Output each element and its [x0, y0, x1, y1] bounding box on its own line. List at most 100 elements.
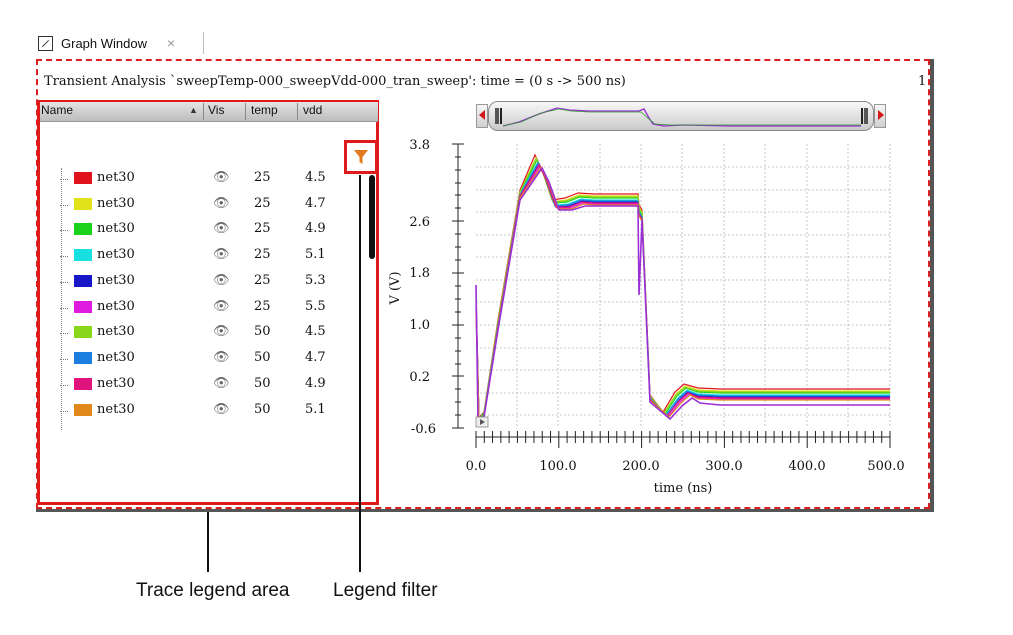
column-vis[interactable]: Vis [208, 103, 225, 117]
trace-temp: 25 [254, 196, 271, 211]
trace-vdd: 4.7 [305, 350, 326, 365]
tab-label: Graph Window [61, 35, 147, 51]
trace-name: net30 [97, 273, 135, 288]
trace-vdd: 4.7 [305, 196, 326, 211]
legend-row[interactable]: net30 👁 25 4.9 [60, 219, 360, 241]
arrow-right-icon [878, 110, 884, 120]
trace-color-swatch[interactable] [74, 223, 92, 235]
tab-separator [203, 32, 204, 54]
column-vdd[interactable]: vdd [303, 103, 323, 117]
legend-row[interactable]: net30 👁 25 5.3 [60, 271, 360, 293]
trace-vdd: 4.9 [305, 376, 326, 391]
tree-line [61, 168, 62, 430]
x-tick-label: 300.0 [705, 459, 742, 474]
trace-temp: 25 [254, 247, 271, 262]
legend-row[interactable]: net30 👁 50 4.5 [60, 322, 360, 344]
legend-row[interactable]: net30 👁 25 5.1 [60, 245, 360, 267]
trace-color-swatch[interactable] [74, 378, 92, 390]
scrub-handle-left [500, 108, 502, 124]
trace-vdd: 4.9 [305, 221, 326, 236]
eye-icon[interactable]: 👁 [213, 246, 230, 261]
trace-vdd: 5.3 [305, 273, 326, 288]
eye-icon[interactable]: 👁 [213, 169, 230, 184]
scrub-handle-right [864, 108, 868, 124]
sort-ascending-icon[interactable]: ▲ [189, 105, 198, 115]
trace-temp: 25 [254, 299, 271, 314]
legend-row[interactable]: net30 👁 25 5.5 [60, 297, 360, 319]
trace-temp: 50 [254, 324, 271, 339]
trace-temp: 50 [254, 376, 271, 391]
trace-color-swatch[interactable] [74, 352, 92, 364]
trace-color-swatch[interactable] [74, 275, 92, 287]
tree-connector [60, 308, 68, 309]
eye-icon[interactable]: 👁 [213, 323, 230, 338]
scrub-preview [495, 107, 868, 127]
legend-row[interactable]: net30 👁 50 4.7 [60, 348, 360, 370]
callout-legend-area: Trace legend area [136, 580, 290, 601]
trace-color-swatch[interactable] [74, 404, 92, 416]
legend-filter-button[interactable] [344, 140, 378, 174]
eye-icon[interactable]: 👁 [213, 375, 230, 390]
tree-connector [60, 282, 68, 283]
column-temp[interactable]: temp [251, 103, 278, 117]
legend-row[interactable]: net30 👁 50 4.9 [60, 374, 360, 396]
time-scrub-bar[interactable] [488, 101, 874, 131]
graph-window-tab[interactable]: Graph Window × [32, 28, 175, 58]
trace-color-swatch[interactable] [74, 301, 92, 313]
arrow-left-icon [479, 110, 485, 120]
close-icon[interactable]: × [166, 35, 176, 51]
window-page-number: 1 [918, 74, 927, 89]
waveform-traces [475, 153, 890, 424]
eye-icon[interactable]: 👁 [213, 298, 230, 313]
trace-name: net30 [97, 402, 135, 417]
trace-name: net30 [97, 247, 135, 262]
scrub-right-button[interactable] [874, 104, 886, 128]
eye-icon[interactable]: 👁 [213, 349, 230, 364]
tree-connector [60, 205, 68, 206]
waveform-plot[interactable]: 3.8 2.6 1.8 1.0 0.2 -0.6 V (V) 0.0 100.0… [380, 130, 925, 505]
trace-name: net30 [97, 324, 135, 339]
y-tick-label: -0.6 [411, 422, 436, 437]
scrub-left-button[interactable] [476, 104, 488, 128]
scrub-handle-right [861, 108, 863, 124]
trace-name: net30 [97, 196, 135, 211]
trace-vdd: 5.1 [305, 247, 326, 262]
y-tick-label: 2.6 [409, 215, 430, 230]
legend-row[interactable]: net30 👁 50 5.1 [60, 400, 360, 422]
trace-net30 [475, 166, 890, 424]
tree-connector [60, 385, 68, 386]
trace-name: net30 [97, 376, 135, 391]
eye-icon[interactable]: 👁 [213, 220, 230, 235]
column-name[interactable]: Name [41, 103, 74, 117]
trace-vdd: 5.5 [305, 299, 326, 314]
legend-row[interactable]: net30 👁 25 4.5 [60, 168, 360, 190]
trace-color-swatch[interactable] [74, 249, 92, 261]
trace-temp: 25 [254, 170, 271, 185]
eye-icon[interactable]: 👁 [213, 401, 230, 416]
legend-scrollbar[interactable] [369, 175, 375, 259]
play-icon [480, 419, 485, 425]
y-tick-label: 3.8 [409, 138, 430, 153]
trace-color-swatch[interactable] [74, 198, 92, 210]
tree-connector [60, 230, 68, 231]
trace-temp: 25 [254, 273, 271, 288]
window-edge-right [930, 59, 934, 512]
trace-temp: 50 [254, 402, 271, 417]
trace-color-swatch[interactable] [74, 326, 92, 338]
trace-vdd: 4.5 [305, 324, 326, 339]
y-tick-label: 0.2 [409, 370, 430, 385]
plot-area [476, 144, 890, 428]
eye-icon[interactable]: 👁 [213, 195, 230, 210]
trace-legend-area [37, 100, 379, 505]
x-tick-label: 100.0 [539, 459, 576, 474]
plot-grid [476, 144, 891, 428]
y-axis-label: V (V) [388, 271, 403, 305]
eye-icon[interactable]: 👁 [213, 272, 230, 287]
trace-color-swatch[interactable] [74, 172, 92, 184]
legend-header [40, 102, 378, 122]
scrub-trace [502, 108, 861, 127]
window-edge-bottom [36, 509, 934, 512]
y-tick-label: 1.8 [409, 266, 430, 281]
legend-row[interactable]: net30 👁 25 4.7 [60, 194, 360, 216]
